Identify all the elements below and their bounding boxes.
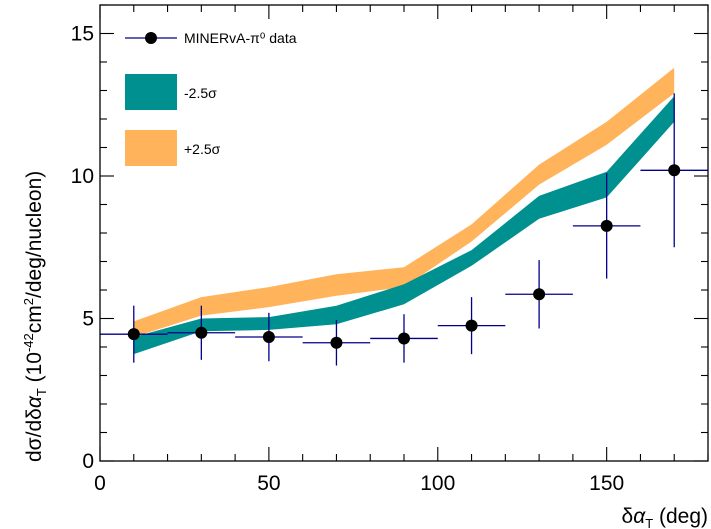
data-point-4 (370, 314, 438, 363)
data-marker (600, 219, 613, 232)
legend-entry-plus: +2.5σ (125, 130, 221, 166)
band-plus-2p5-sigma (133, 67, 675, 337)
data-layer (100, 93, 708, 366)
legend-entry-data: MINERvA-π⁰ data (125, 30, 297, 46)
data-marker (195, 326, 208, 339)
data-point-8 (640, 93, 708, 248)
y-tick-label: 0 (82, 450, 94, 473)
data-marker (262, 331, 275, 344)
band-minus-2p5-sigma (133, 96, 675, 355)
x-tick-label: 150 (589, 472, 624, 495)
legend: MINERvA-π⁰ data -2.5σ +2.5σ (125, 30, 297, 166)
bands-layer (133, 67, 675, 355)
legend-label: +2.5σ (184, 141, 221, 157)
data-marker (127, 328, 140, 341)
plot-frame (99, 4, 709, 462)
data-point-7 (572, 173, 641, 279)
data-marker (330, 336, 343, 349)
legend-layer: MINERvA-π⁰ data -2.5σ +2.5σ (125, 30, 297, 166)
data-marker (398, 332, 410, 345)
data-marker (465, 319, 478, 332)
x-tick-label: 50 (257, 472, 280, 495)
data-point-1 (167, 305, 236, 360)
x-tick-label: 0 (94, 472, 106, 495)
data-point-2 (235, 312, 303, 362)
y-tick-label: 10 (71, 165, 94, 188)
axes-layer: 0 50 100 150 0 5 10 15 (71, 4, 709, 495)
legend-label: -2.5σ (184, 85, 217, 101)
legend-entry-minus: -2.5σ (125, 74, 217, 110)
legend-marker (145, 32, 157, 44)
data-marker (533, 288, 546, 301)
legend-label: MINERvA-π⁰ data (184, 30, 297, 46)
x-tick-label: 100 (420, 472, 455, 495)
legend-swatch (125, 130, 177, 166)
data-point-0 (100, 305, 168, 363)
y-tick-label: 15 (71, 23, 94, 46)
y-tick-label: 5 (82, 308, 94, 331)
y-axis-title: dσ/dδαT (10-42cm2/deg/nucleon) (21, 171, 49, 462)
legend-swatch (125, 74, 177, 110)
x-axis-title: δαT (deg) (622, 505, 709, 529)
data-point-6 (505, 260, 573, 329)
data-marker (668, 164, 681, 177)
data-point-3 (302, 319, 371, 366)
data-point-5 (437, 297, 506, 355)
